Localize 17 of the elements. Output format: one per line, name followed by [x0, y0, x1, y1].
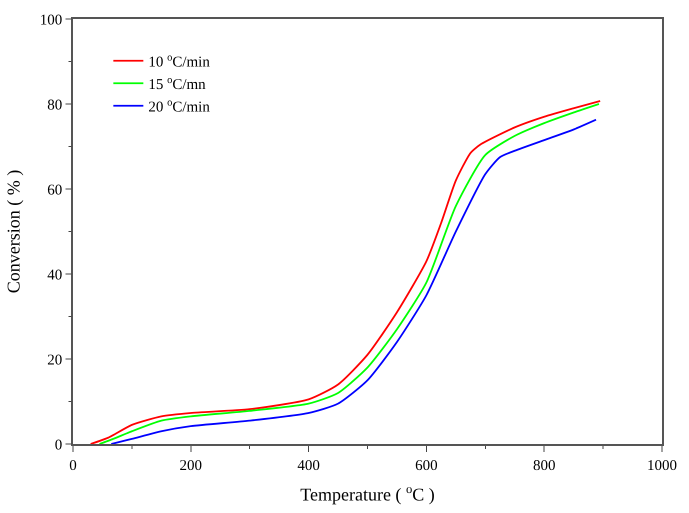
legend-label: 20 $^{o}$C/min	[148, 97, 210, 116]
y-tick-label: 60	[47, 182, 62, 198]
x-tick-label: 600	[415, 458, 438, 474]
x-tick-label: 0	[69, 458, 77, 474]
legend-label: 15 $^{o}$C/mn	[148, 74, 206, 94]
legend-label: 10 $^{o}$C/min	[148, 52, 210, 71]
y-tick-label: 80	[47, 97, 62, 114]
y-axis-title: Conversion ( % )	[3, 170, 24, 294]
x-tick-label: 400	[297, 458, 320, 474]
y-tick-label: 100	[40, 12, 62, 28]
y-tick-label: 0	[54, 437, 62, 454]
y-tick-label: 20	[47, 352, 62, 368]
x-tick-label: 1000	[647, 458, 677, 474]
x-tick-label: 800	[532, 458, 556, 474]
y-tick-label: 40	[47, 267, 62, 284]
x-tick-label: 200	[180, 458, 202, 474]
x-axis-title: Temperature ( $^{o}$C )	[300, 482, 435, 504]
